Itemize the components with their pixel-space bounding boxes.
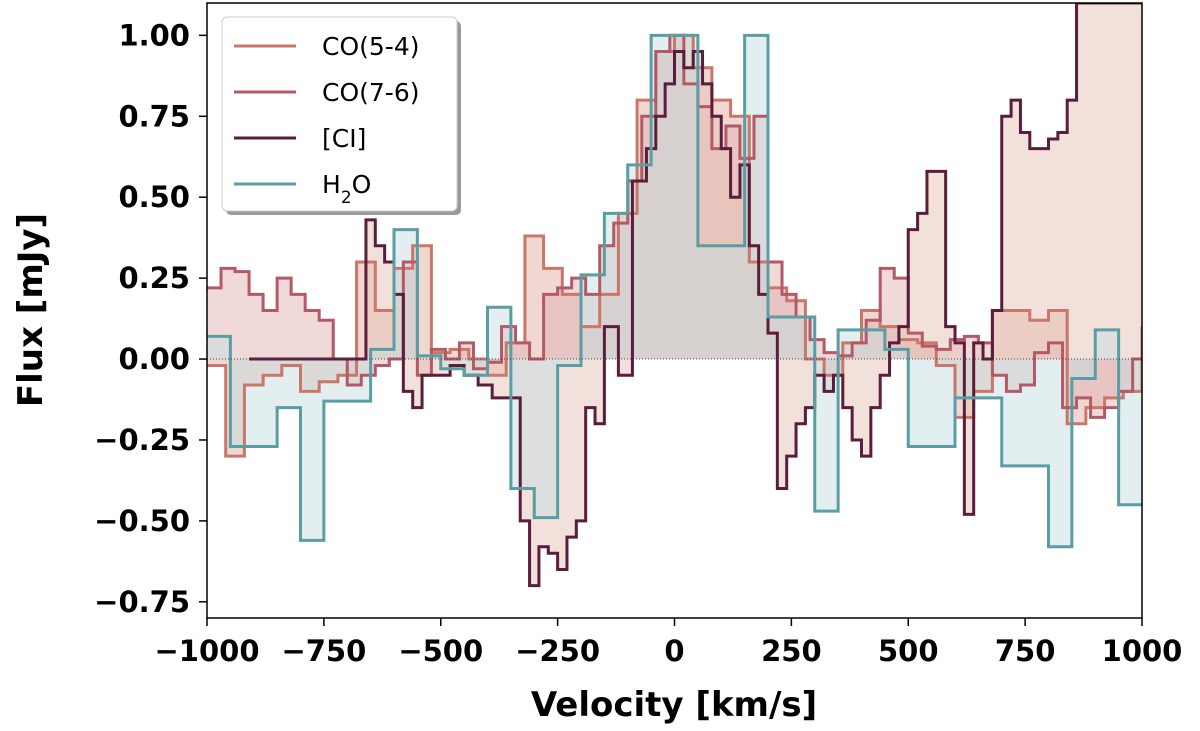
y-tick-label: 0.00 [118,342,190,376]
x-tick-label: 1000 [1102,634,1183,668]
legend-label: [CI] [322,124,366,153]
y-tick-label: 0.25 [118,261,190,295]
y-tick-label: 0.50 [118,180,190,214]
x-tick-label: −500 [398,634,483,668]
y-tick-label: 0.75 [118,99,190,133]
legend-box [221,16,458,212]
legend: CO(5-4) CO(7-6) [CI] H2O [221,16,461,215]
legend-label: CO(7-6) [322,78,419,107]
legend-label: H2O [322,170,371,208]
legend-label: CO(5-4) [322,32,419,61]
series-line-3 [207,33,1142,549]
x-tick-label: −250 [515,634,600,668]
y-axis-ticks: −0.75 −0.50 −0.25 0.00 0.25 0.50 0.75 1.00 [94,18,207,619]
x-tick-label: −1000 [154,634,259,668]
y-tick-label: 1.00 [118,18,190,52]
x-tick-label: 500 [878,634,939,668]
x-axis-ticks: −1000 −750 −500 −250 0 250 500 750 1000 [154,618,1182,668]
y-tick-label: −0.75 [94,585,190,619]
x-tick-label: 0 [664,634,684,668]
y-tick-label: −0.50 [94,504,190,538]
y-axis-title: Flux [mJy] [11,213,51,407]
y-tick-label: −0.25 [94,423,190,457]
x-axis-title: Velocity [km/s] [531,685,817,725]
x-tick-label: 750 [995,634,1056,668]
x-tick-label: −750 [281,634,366,668]
x-tick-label: 250 [761,634,822,668]
